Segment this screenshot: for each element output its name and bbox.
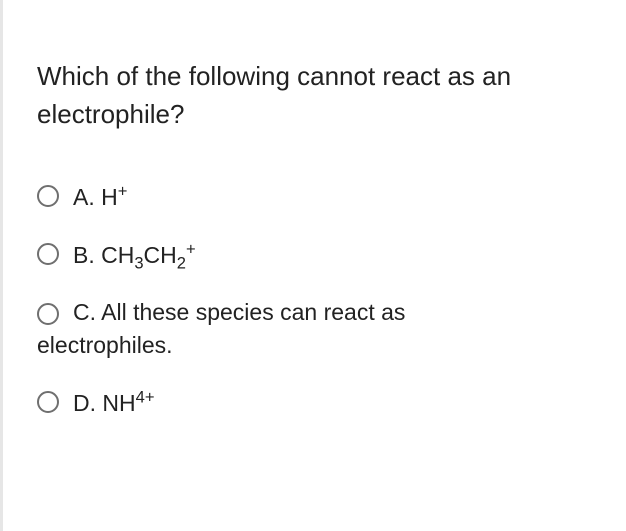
options-list: A. H+ B. CH3CH2+ C. All these species ca…: [37, 181, 592, 420]
radio-icon[interactable]: [37, 391, 59, 413]
radio-icon[interactable]: [37, 243, 59, 265]
option-a-label: A. H+: [73, 181, 127, 214]
question-text: Which of the following cannot react as a…: [37, 58, 592, 133]
opt-a-text: A. H+: [73, 184, 127, 210]
radio-icon[interactable]: [37, 185, 59, 207]
option-d[interactable]: D. NH4+: [37, 387, 592, 420]
option-c[interactable]: C. All these species can react as electr…: [37, 296, 592, 363]
question-card: Which of the following cannot react as a…: [0, 0, 626, 531]
option-b-label: B. CH3CH2+: [73, 239, 196, 272]
option-b[interactable]: B. CH3CH2+: [37, 239, 592, 272]
option-c-label-line1: C. All these species can react as: [73, 299, 405, 325]
opt-b-text: B. CH3CH2+: [73, 242, 196, 268]
option-c-label-line2: electrophiles.: [37, 329, 592, 362]
opt-d-text: D. NH4+: [73, 390, 155, 416]
radio-icon[interactable]: [37, 303, 59, 325]
option-a[interactable]: A. H+: [37, 181, 592, 214]
option-d-label: D. NH4+: [73, 387, 155, 420]
